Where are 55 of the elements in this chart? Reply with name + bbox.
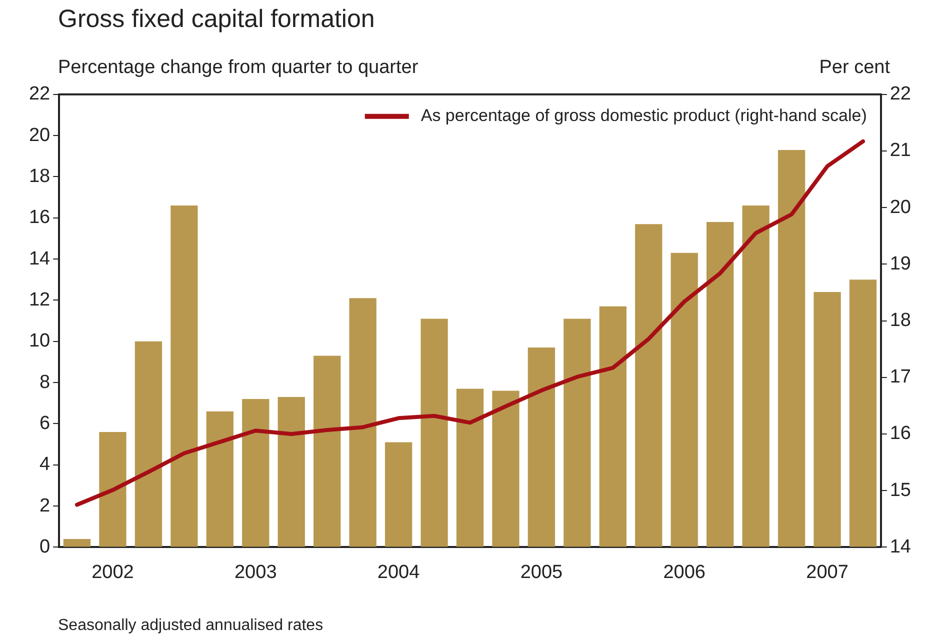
bar [420,318,448,547]
bar [170,206,198,547]
bar [564,318,591,547]
y-tick-label: 10 [28,330,50,352]
y-tick-label: 2 [40,495,50,516]
y2-tick-label: 15 [890,480,912,501]
y-axis-title: Percentage change from quarter to quarter [58,57,418,79]
y2-tick-label: 22 [890,84,912,105]
y2-tick-label: 21 [890,140,912,162]
x-tick-label: 2003 [234,562,277,583]
y-tick-label: 22 [28,84,50,105]
x-tick-label: 2006 [663,562,706,583]
y-tick-label: 18 [28,166,50,187]
y-tick-label: 14 [28,248,51,270]
y2-tick-label: 16 [890,423,912,444]
bar [670,252,698,547]
bar [599,306,626,547]
y-tick-label: 20 [28,124,50,146]
y-tick-label: 8 [40,372,50,393]
y-tick-label: 12 [28,289,50,310]
bar [635,224,662,547]
x-tick-label: 2004 [377,562,420,583]
x-tick-label: 2007 [806,562,848,583]
y2-tick-label: 19 [890,253,912,274]
bar [63,538,91,547]
bar [206,411,234,547]
bar [456,388,484,547]
x-tick-label: 2002 [92,562,134,583]
bar [528,348,556,547]
bar [314,356,341,547]
bar [742,206,770,547]
bar [278,396,305,547]
y-tick-label: 0 [40,536,50,558]
bar [814,292,841,547]
bar [849,280,877,547]
bar [99,432,126,547]
bar [492,390,520,547]
y-tick-label: 16 [28,207,50,228]
y-tick-label: 4 [40,454,51,476]
y2-tick-label: 20 [890,196,912,218]
y-tick-label: 6 [40,412,50,434]
legend-label: As percentage of gross domestic product (right-hand scale) [420,106,867,126]
bar [778,150,806,547]
text: Seasonally adjusted annualised rates [58,617,324,635]
bar [349,298,376,547]
y2-tick-label: 17 [890,366,912,388]
bar [384,442,412,547]
x-tick-label: 2005 [520,562,563,583]
bar [242,399,270,547]
bar [134,341,162,547]
chart-title: Gross fixed capital formation [58,5,375,34]
bar [706,222,734,547]
y2-tick-label: 18 [890,310,912,332]
y2-axis-title: Per cent [819,57,890,79]
y2-tick-label: 14 [890,536,912,558]
